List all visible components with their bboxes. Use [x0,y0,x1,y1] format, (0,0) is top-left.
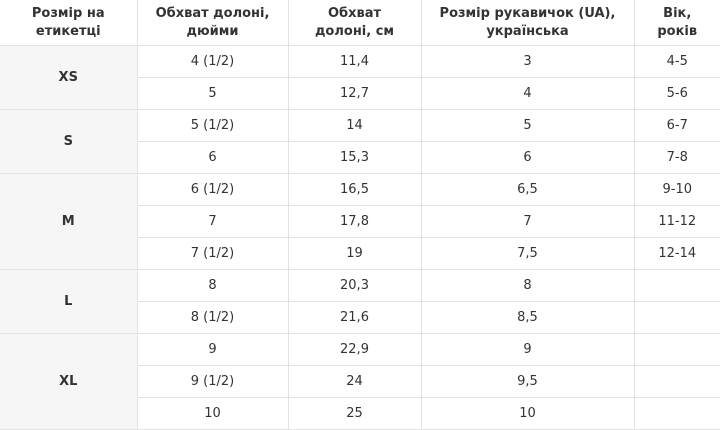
header-cell: Обхват долоні, дюйми [136,0,289,46]
table-body: XS 4 (1/2) 11,4 3 4-5 5 12,7 4 5-6 S 5 (1/2) 14 5 6-7… [0,45,720,430]
table-cell: 6,5 [420,173,635,206]
table-cell: 15,3 [287,141,422,174]
table-cell: 9 (1/2) [136,365,289,398]
table-cell: 19 [287,237,422,270]
empty-cell [633,365,720,398]
table-cell: 10 [420,397,635,430]
table-cell: 20,3 [287,269,422,302]
header-text: Розмір рукавичок (UA), українська [439,5,616,39]
header-cell: Розмір рукавичок (UA), українська [420,0,635,46]
table-cell: 22,9 [287,333,422,366]
table-row: XL 9 22,9 9 [0,333,720,430]
table-cell: 5 [136,77,289,110]
table-cell: 7 [136,205,289,238]
header-text: Вік, років [657,5,698,39]
table-cell: 9 [136,333,289,366]
table-cell: 5 (1/2) [136,109,289,142]
table-row: 9 (1/2) 24 9,5 [0,365,720,398]
table-cell: 24 [287,365,422,398]
table-cell: 11,4 [287,45,422,78]
size-cell: L [0,269,138,334]
table-cell: 6 (1/2) [136,173,289,206]
table-cell: 5 [420,109,635,142]
table-cell: 7-8 [633,141,720,174]
table-cell: 5-6 [633,77,720,110]
header-cell: Розмір на етикетці [0,0,138,46]
table-row: 7 (1/2) 19 7,5 12-14 [0,237,720,270]
table-cell: 8 [136,269,289,302]
empty-cell [633,269,720,302]
table-cell: 3 [420,45,635,78]
table-cell: 11-12 [633,205,720,238]
table-row: XS 4 (1/2) 11,4 3 4-5 [0,45,720,110]
size-cell: M [0,173,138,270]
table-cell: 9 [420,333,635,366]
table-row: 7 17,8 7 11-12 [0,205,720,238]
table-cell: 4 [420,77,635,110]
table-cell: 6 [136,141,289,174]
table-cell: 21,6 [287,301,422,334]
table-cell: 8 (1/2) [136,301,289,334]
table-cell: 12,7 [287,77,422,110]
header-text: Обхват долоні, дюйми [155,5,270,39]
table-cell: 7 [420,205,635,238]
table-cell: 16,5 [287,173,422,206]
table-cell: 8 [420,269,635,302]
empty-cell [633,301,720,334]
size-cell: S [0,109,138,174]
table-cell: 25 [287,397,422,430]
table-cell: 4 (1/2) [136,45,289,78]
table-cell: 8,5 [420,301,635,334]
header-row: Розмір на етикетці Обхват долоні, дюйми Об… [0,0,720,46]
table-cell: 7,5 [420,237,635,270]
header-text: Розмір на етикетці [31,5,105,39]
size-cell: XS [0,45,138,110]
header-cell: Обхват долоні, см [287,0,422,46]
header-text: Обхват долоні, см [314,5,395,39]
table-cell: 10 [136,397,289,430]
table-cell: 6 [420,141,635,174]
table-row: L 8 20,3 8 [0,269,720,334]
table-row: 5 12,7 4 5-6 [0,77,720,110]
table-cell: 7 (1/2) [136,237,289,270]
table-cell: 4-5 [633,45,720,78]
empty-cell [633,397,720,430]
table-cell: 9,5 [420,365,635,398]
header-cell: Вік, років [633,0,720,46]
table-cell: 12-14 [633,237,720,270]
size-cell: XL [0,333,138,430]
empty-cell [633,333,720,366]
table-cell: 14 [287,109,422,142]
table-cell: 6-7 [633,109,720,142]
table-cell: 9-10 [633,173,720,206]
table-cell: 17,8 [287,205,422,238]
